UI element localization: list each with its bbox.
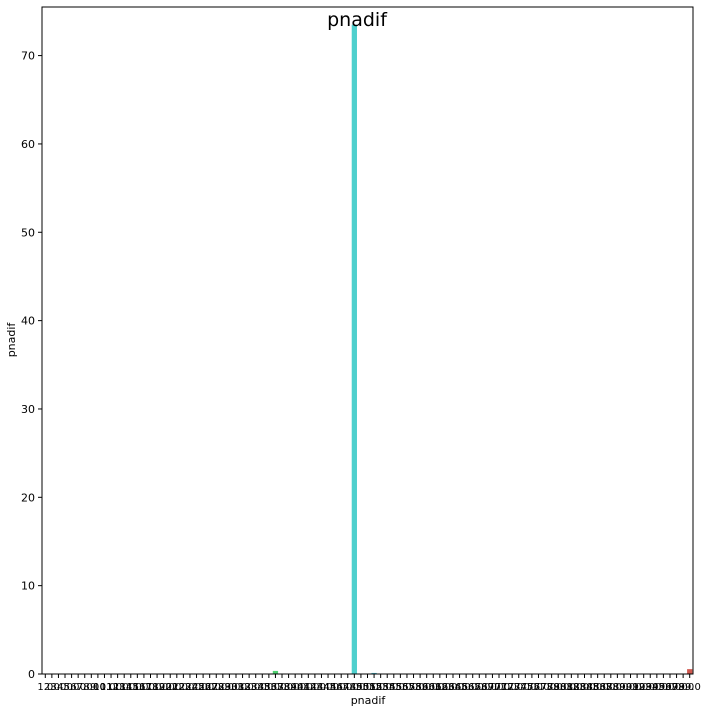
chart-title: pnadif bbox=[327, 9, 388, 31]
y-tick-label: 60 bbox=[21, 138, 35, 151]
bar bbox=[687, 669, 692, 674]
y-tick-label: 0 bbox=[28, 668, 35, 681]
bar bbox=[352, 25, 357, 674]
x-axis: 1.02.03.04.05.06.07.08.09.010.011.012.01… bbox=[37, 674, 701, 693]
y-tick-label: 20 bbox=[21, 491, 35, 504]
y-tick-label: 50 bbox=[21, 226, 35, 239]
y-tick-label: 40 bbox=[21, 315, 35, 328]
x-axis-label: pnadif bbox=[351, 694, 387, 707]
plot-background bbox=[42, 7, 693, 674]
x-tick-label: 99.0 bbox=[679, 682, 701, 693]
y-tick-label: 10 bbox=[21, 580, 35, 593]
y-axis: 0 10 20 30 40 50 60 70 bbox=[21, 50, 42, 681]
y-axis-label: pnadif bbox=[5, 322, 18, 358]
y-tick-label: 70 bbox=[21, 50, 35, 63]
y-tick-label: 30 bbox=[21, 403, 35, 416]
